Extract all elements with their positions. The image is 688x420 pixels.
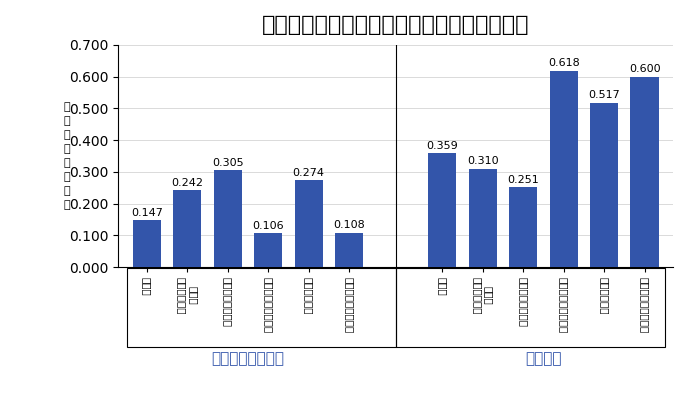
Bar (294, 180, 323, 267)
Bar (127, 268, 396, 347)
Bar (335, 233, 363, 267)
Text: 0.517: 0.517 (588, 90, 620, 100)
Y-axis label: 在
宅
勤
務
推
進
割
合: 在 宅 勤 務 推 進 割 合 (63, 102, 69, 210)
Text: 0.106: 0.106 (252, 221, 284, 231)
Bar (590, 103, 619, 267)
Bar (254, 234, 282, 267)
Bar (469, 169, 497, 267)
Text: 0.359: 0.359 (427, 141, 458, 151)
Bar (550, 71, 578, 267)
Bar (509, 187, 537, 267)
Text: 0.147: 0.147 (131, 208, 163, 218)
Bar (630, 76, 659, 267)
Text: 0.618: 0.618 (548, 58, 579, 68)
Text: 0.305: 0.305 (212, 158, 244, 168)
Text: 女性割合: 女性割合 (525, 352, 561, 367)
Bar (396, 268, 665, 347)
Text: 0.108: 0.108 (333, 220, 365, 230)
Bar (133, 220, 161, 267)
Bar (173, 190, 202, 267)
Bar (428, 153, 456, 267)
Text: 0.242: 0.242 (171, 178, 203, 188)
Text: 0.600: 0.600 (629, 64, 660, 74)
Text: 0.274: 0.274 (292, 168, 325, 178)
Text: 0.251: 0.251 (507, 175, 539, 185)
Title: 図２．　業種別在宅勤務推進割合と女性割合: 図２． 業種別在宅勤務推進割合と女性割合 (262, 15, 530, 35)
Text: 在宅勤務推進割合: 在宅勤務推進割合 (211, 352, 285, 367)
Bar (213, 170, 242, 267)
Text: 0.310: 0.310 (467, 156, 499, 166)
